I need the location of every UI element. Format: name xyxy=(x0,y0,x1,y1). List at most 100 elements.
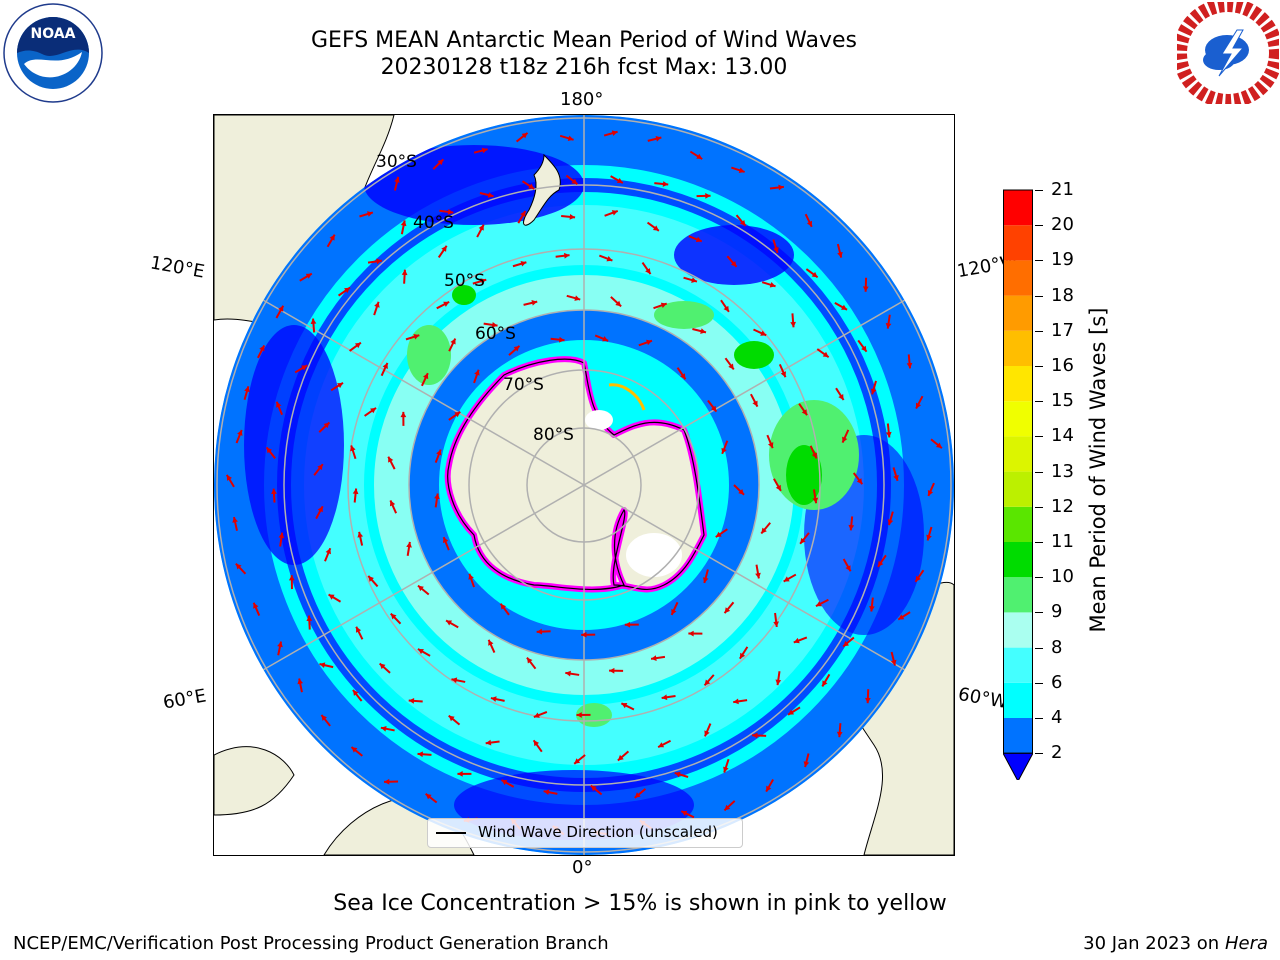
colorbar-tick-mark xyxy=(1035,436,1043,438)
wave-direction-arrowhead xyxy=(773,247,779,253)
wave-direction-arrowhead xyxy=(434,493,440,500)
wave-direction-arrowhead xyxy=(310,318,317,324)
colorbar-tick-label: 9 xyxy=(1051,601,1063,623)
wave-direction-arrowhead xyxy=(317,506,323,513)
colorbar-tick-mark xyxy=(1035,190,1043,191)
colorbar-tick-label: 21 xyxy=(1051,179,1074,200)
wave-direction-arrowhead xyxy=(323,422,330,429)
wave-direction-arrowhead xyxy=(704,730,710,737)
blue-blotch xyxy=(244,325,344,565)
wave-direction-arrowhead xyxy=(885,431,892,438)
wave-direction-arrowhead xyxy=(442,537,449,544)
colorbar-tick-mark xyxy=(1035,577,1043,579)
colorbar-segment xyxy=(1003,471,1033,507)
wave-direction-arrowhead xyxy=(843,640,850,647)
colorbar-label: Mean Period of Wind Waves [s] xyxy=(1086,307,1110,633)
wave-direction-arrowhead xyxy=(237,429,243,436)
wave-direction-arrowhead xyxy=(437,159,444,166)
footer-date: 30 Jan 2023 on Hera xyxy=(1083,933,1268,954)
wave-direction-arrowhead xyxy=(841,304,848,310)
wave-direction-arrowhead xyxy=(775,679,782,686)
green-patch xyxy=(734,341,774,369)
colorbar-segment xyxy=(1003,401,1033,437)
wave-direction-arrowhead xyxy=(611,210,618,216)
wave-direction-arrowhead xyxy=(448,715,455,722)
lat-label-70s: 70°S xyxy=(503,375,544,395)
colorbar-segment xyxy=(1003,190,1033,226)
wave-direction-arrowhead xyxy=(321,714,327,721)
wave-direction-arrowhead xyxy=(454,411,461,418)
wave-direction-arrowhead xyxy=(488,639,494,646)
wave-direction-arrowhead xyxy=(862,286,869,292)
legend-label: Wind Wave Direction (unscaled) xyxy=(478,823,718,841)
wave-direction-arrowhead xyxy=(491,322,498,328)
polar-map xyxy=(213,114,955,856)
colorbar-outline xyxy=(1003,189,1033,754)
wave-direction-arrowhead xyxy=(531,300,538,306)
colorbar-tick-label: 2 xyxy=(1051,742,1063,764)
wave-direction-arrowhead xyxy=(389,500,396,507)
wave-direction-arrowhead xyxy=(738,489,745,495)
colorbar-segment xyxy=(1003,542,1033,578)
wave-direction-arrowhead xyxy=(422,373,429,380)
wave-direction-arrowhead xyxy=(400,411,407,418)
wave-direction-arrowhead xyxy=(244,386,250,393)
sea-ice-caption: Sea Ice Concentration > 15% is shown in … xyxy=(333,891,947,916)
wave-direction-arrowhead xyxy=(379,663,386,670)
colorbar-tick-label: 16 xyxy=(1051,355,1074,376)
wave-direction-arrowhead xyxy=(724,607,731,614)
wave-direction-arrowhead xyxy=(775,484,781,491)
wave-direction-arrowhead xyxy=(521,132,528,139)
wave-direction-arrowhead xyxy=(357,531,364,538)
wave-direction-arrowhead xyxy=(271,488,277,495)
wave-direction-arrowhead xyxy=(581,631,587,638)
wave-direction-arrowhead xyxy=(842,436,848,443)
colorbar-tick-mark xyxy=(1035,295,1043,297)
wave-direction-arrowhead xyxy=(382,362,388,369)
wave-direction-arrowhead xyxy=(915,402,922,409)
wave-direction-arrowhead xyxy=(935,442,942,449)
wave-direction-arrowhead xyxy=(811,271,818,278)
wave-direction-arrowhead xyxy=(520,261,527,267)
wave-direction-arrowhead xyxy=(766,785,772,792)
lat-label-80s: 80°S xyxy=(533,425,574,445)
wave-direction-arrowhead xyxy=(681,810,688,817)
map-legend: Wind Wave Direction (unscaled) xyxy=(427,818,743,848)
wave-direction-arrowhead xyxy=(354,342,361,349)
wave-direction-arrowhead xyxy=(277,641,283,648)
colorbar-under-triangle xyxy=(1002,752,1034,783)
wave-direction-arrowhead xyxy=(646,339,653,346)
wave-direction-arrowhead xyxy=(480,278,487,284)
colorbar-segment xyxy=(1003,260,1033,296)
colorbar-tick-mark xyxy=(1035,225,1043,227)
wave-direction-arrowhead xyxy=(865,697,871,704)
wave-direction-arrowhead xyxy=(487,192,494,198)
wave-direction-arrowhead xyxy=(890,659,897,666)
wave-direction-arrowhead xyxy=(724,804,731,811)
wave-direction-arrowhead xyxy=(870,388,877,395)
colorbar-svg xyxy=(1002,189,1034,783)
wave-direction-arrowhead xyxy=(806,220,813,227)
noaa-logo-text: NOAA xyxy=(31,26,76,42)
colorbar-tick-mark xyxy=(1035,682,1043,684)
colorbar-tick-mark xyxy=(1035,612,1043,614)
wave-direction-arrowhead xyxy=(602,336,609,342)
wave-direction-arrowhead xyxy=(478,224,484,231)
lat-label-60s: 60°S xyxy=(475,324,516,344)
wave-direction-arrowhead xyxy=(558,336,565,343)
colorbar-tick-label: 19 xyxy=(1051,249,1074,271)
wave-direction-arrowhead xyxy=(769,282,776,288)
wave-direction-arrowhead xyxy=(337,382,344,389)
wave-direction-arrowhead xyxy=(457,770,463,777)
wave-direction-arrowhead xyxy=(533,712,540,718)
wave-direction-arrowhead xyxy=(413,334,420,340)
wave-direction-arrowhead xyxy=(574,758,581,764)
wave-direction-arrowhead xyxy=(366,211,373,217)
wave-direction-arrowhead xyxy=(288,575,295,581)
wave-direction-arrowhead xyxy=(447,209,454,215)
wave-direction-arrowhead xyxy=(278,305,284,312)
ice-shelf-weddell xyxy=(626,533,682,577)
wave-direction-arrowhead xyxy=(926,534,932,541)
colorbar-segment xyxy=(1003,225,1033,261)
wave-direction-arrowhead xyxy=(702,577,709,584)
